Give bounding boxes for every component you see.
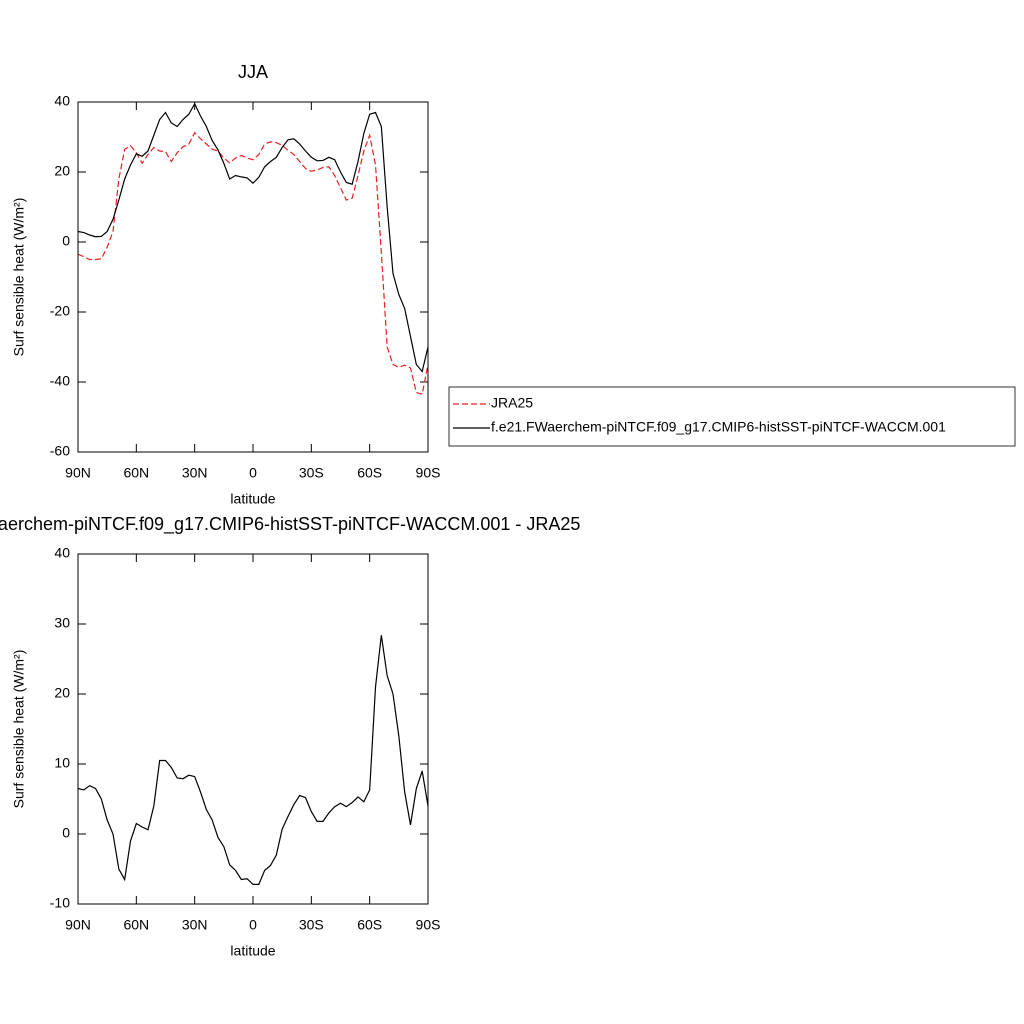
y-tick-label: -20 xyxy=(50,303,70,319)
y-tick-label: 10 xyxy=(54,755,70,771)
y-tick-label: -60 xyxy=(50,443,70,459)
y-tick-label: 40 xyxy=(54,93,70,109)
x-tick-label: 90S xyxy=(416,465,441,481)
plot-frame xyxy=(77,553,429,905)
y-axis-label: Surf sensible heat (W/m²) xyxy=(11,198,27,357)
legend-box xyxy=(448,386,1016,447)
x-tick-label: 0 xyxy=(249,465,257,481)
data-line xyxy=(77,635,429,885)
y-tick-label: 30 xyxy=(54,615,70,631)
y-axis-label: Surf sensible heat (W/m²) xyxy=(11,650,27,809)
y-tick-label: 20 xyxy=(54,163,70,179)
y-tick-label: 0 xyxy=(62,825,70,841)
chart-title: JJA xyxy=(238,62,268,82)
x-axis-label: latitude xyxy=(230,943,275,959)
legend-label: f.e21.FWaerchem-piNTCF.f09_g17.CMIP6-his… xyxy=(491,419,946,435)
x-tick-label: 90N xyxy=(65,465,91,481)
y-tick-label: 0 xyxy=(62,233,70,249)
x-tick-label: 60S xyxy=(357,917,382,933)
x-tick-label: 30S xyxy=(299,465,324,481)
data-line xyxy=(77,102,429,373)
legend-label: JRA25 xyxy=(491,395,533,411)
y-tick-label: 20 xyxy=(54,685,70,701)
plot-frame xyxy=(77,101,429,453)
panel: f.e21.FWaerchem-piNTCF.f09_g17.CMIP6-his… xyxy=(0,514,580,959)
x-tick-label: 60N xyxy=(123,917,149,933)
y-tick-label: 40 xyxy=(54,545,70,561)
y-tick-label: -10 xyxy=(50,895,70,911)
x-axis-label: latitude xyxy=(230,491,275,507)
panel: JJA latitude Surf sensible heat (W/m²) -60 -… xyxy=(11,62,1016,507)
chart-title: f.e21.FWaerchem-piNTCF.f09_g17.CMIP6-his… xyxy=(0,514,580,535)
x-tick-label: 60S xyxy=(357,465,382,481)
x-tick-label: 60N xyxy=(123,465,149,481)
x-tick-label: 0 xyxy=(249,917,257,933)
x-tick-label: 90N xyxy=(65,917,91,933)
data-line xyxy=(77,131,429,396)
x-tick-label: 30S xyxy=(299,917,324,933)
y-tick-label: -40 xyxy=(50,373,70,389)
x-tick-label: 90S xyxy=(416,917,441,933)
x-tick-label: 30N xyxy=(182,917,208,933)
x-tick-label: 30N xyxy=(182,465,208,481)
